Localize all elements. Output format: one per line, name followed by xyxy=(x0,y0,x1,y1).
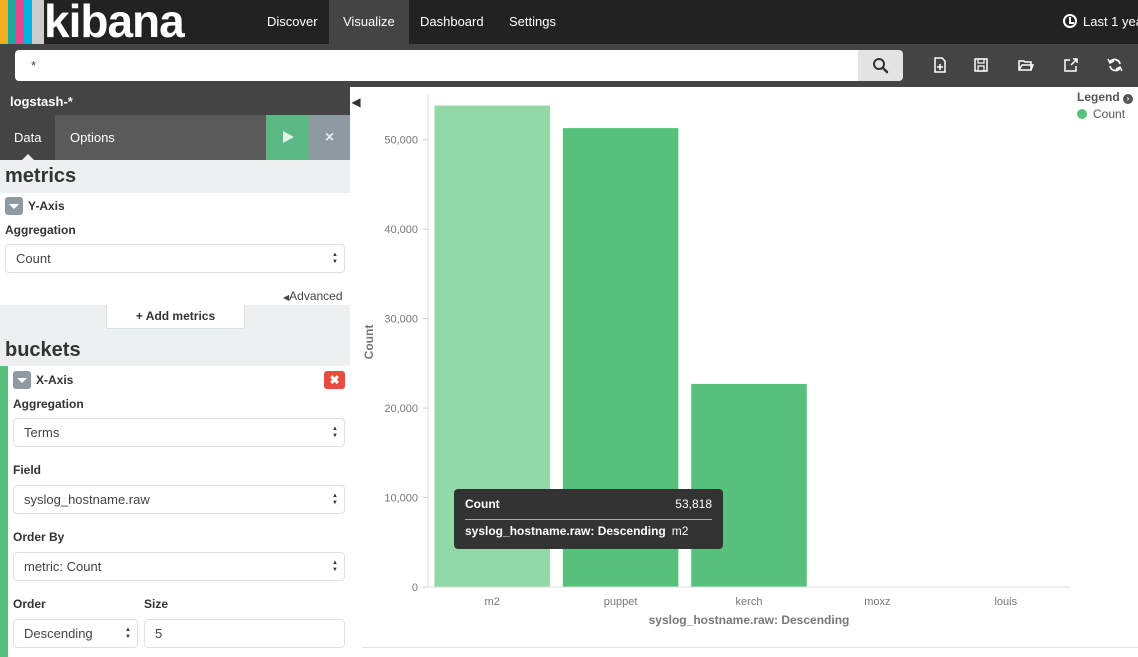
advanced-toggle[interactable]: ◀Advanced xyxy=(283,289,343,303)
discard-changes-button[interactable]: × xyxy=(309,115,350,160)
remove-x-axis-button[interactable]: ✖ xyxy=(324,371,345,389)
search-button[interactable] xyxy=(858,50,903,81)
search-icon xyxy=(873,58,889,74)
legend-title[interactable]: Legend › xyxy=(1077,90,1134,104)
kibana-logo[interactable]: kibana xyxy=(44,0,185,47)
tab-options[interactable]: Options xyxy=(70,130,115,145)
caret-left-icon: ◀ xyxy=(283,293,290,302)
y-tick-label: 20,000 xyxy=(384,403,418,415)
y-axis-title: Y-Axis xyxy=(28,199,65,213)
y-tick-label: 30,000 xyxy=(384,314,418,326)
share-icon[interactable] xyxy=(1062,56,1080,74)
x-axis-aggregation-label: Aggregation xyxy=(13,397,84,411)
time-picker[interactable]: Last 1 yea xyxy=(1063,0,1138,44)
index-pattern-title: logstash-* xyxy=(0,87,350,115)
search-bar xyxy=(0,44,1138,87)
x-axis-aggregation-select[interactable]: Terms xyxy=(13,418,345,447)
bar-kerch[interactable] xyxy=(691,383,807,587)
x-tick-label: puppet xyxy=(604,596,638,608)
y-axis-aggregation-label: Aggregation xyxy=(5,223,76,237)
buckets-section-title: buckets xyxy=(5,339,81,361)
tooltip-term-value: m2 xyxy=(671,524,689,538)
tooltip-term-label: syslog_hostname.raw: Descending xyxy=(465,524,666,538)
order-by-select[interactable]: metric: Count xyxy=(13,552,345,581)
nav-tab-dashboard[interactable]: Dashboard xyxy=(420,14,484,29)
add-metrics-button[interactable]: + Add metrics xyxy=(106,305,245,329)
nav-tab-settings[interactable]: Settings xyxy=(509,14,556,29)
x-axis-toggle-icon[interactable] xyxy=(13,371,31,389)
x-axis-title: X-Axis xyxy=(36,373,74,387)
chart-tooltip: Count 53,818 syslog_hostname.raw: Descend… xyxy=(454,489,723,549)
x-tick-label: kerch xyxy=(736,596,763,608)
size-label: Size xyxy=(144,597,169,611)
tooltip-metric-value: 53,818 xyxy=(675,497,712,511)
legend-toggle-icon[interactable]: › xyxy=(1123,94,1134,104)
time-picker-label: Last 1 yea xyxy=(1083,14,1138,29)
order-label: Order xyxy=(13,597,46,611)
nav-tab-discover[interactable]: Discover xyxy=(267,14,318,29)
chart-area: 0 10,000 20,000 30,000 40,000 50,000 m2 puppet… xyxy=(362,87,1138,657)
legend-color-swatch xyxy=(1077,109,1087,119)
x-tick-label: louis xyxy=(994,596,1017,608)
visualization-sidebar: logstash-* Data Options × metrics Y-Axis… xyxy=(0,87,350,657)
size-input[interactable]: 5 xyxy=(144,619,345,648)
kibana-logo-bars xyxy=(0,0,46,44)
legend-item-label: Count xyxy=(1093,107,1126,121)
top-nav: kibana Discover Visualize Dashboard Sett… xyxy=(0,0,1138,47)
tab-data[interactable]: Data xyxy=(0,115,56,160)
metrics-section-title: metrics xyxy=(5,165,77,187)
y-axis-aggregation-select[interactable]: Count xyxy=(5,244,345,273)
bar-chart: 0 10,000 20,000 30,000 40,000 50,000 m2 puppet… xyxy=(362,95,1070,627)
y-tick-label: 40,000 xyxy=(384,224,418,236)
x-tick-label: moxz xyxy=(864,596,890,608)
field-label: Field xyxy=(13,463,42,477)
tooltip-divider xyxy=(465,519,712,520)
refresh-icon[interactable] xyxy=(1106,56,1124,74)
y-tick-label: 50,000 xyxy=(384,135,418,147)
x-axis-title: syslog_hostname.raw: Descending xyxy=(649,613,850,627)
chart-bottom-border xyxy=(362,647,1138,657)
collapse-sidebar-icon[interactable]: ◀ xyxy=(351,95,361,109)
open-icon[interactable] xyxy=(1017,56,1035,74)
y-tick-label: 0 xyxy=(412,582,418,594)
tooltip-metric-label: Count xyxy=(465,497,500,511)
order-by-label: Order By xyxy=(13,530,65,544)
y-axis-toggle-icon[interactable] xyxy=(5,197,23,215)
legend-title-label: Legend xyxy=(1077,90,1120,104)
new-visualization-icon[interactable] xyxy=(931,56,949,74)
order-select[interactable]: Descending xyxy=(13,619,138,648)
field-select[interactable]: syslog_hostname.raw xyxy=(13,485,345,514)
clock-icon xyxy=(1063,14,1077,28)
x-tick-label: m2 xyxy=(485,596,500,608)
search-input[interactable] xyxy=(15,50,858,81)
sidebar-tabs: Data Options × xyxy=(0,115,350,160)
apply-changes-button[interactable] xyxy=(266,115,309,160)
y-axis-title: Count xyxy=(362,325,376,360)
nav-tab-visualize[interactable]: Visualize xyxy=(329,0,409,44)
advanced-label: Advanced xyxy=(289,289,343,303)
save-icon[interactable] xyxy=(972,56,990,74)
legend-item-count[interactable]: Count xyxy=(1077,107,1125,121)
y-tick-label: 10,000 xyxy=(384,493,418,505)
